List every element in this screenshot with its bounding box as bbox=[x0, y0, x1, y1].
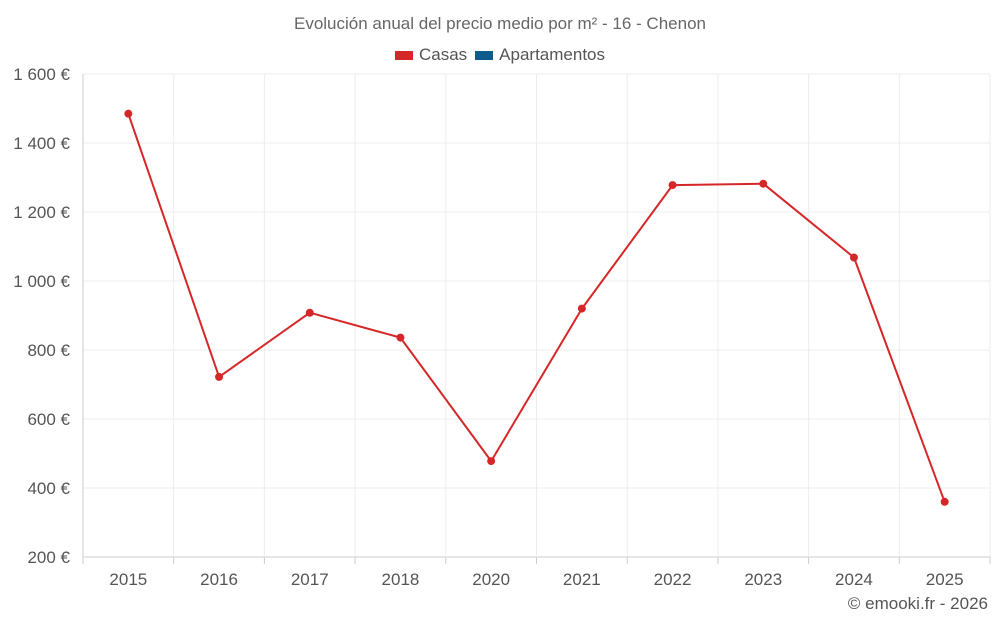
grid-lines bbox=[82, 73, 991, 558]
series-line-casas bbox=[127, 113, 946, 503]
x-tick-label: 2020 bbox=[472, 570, 510, 589]
data-point bbox=[487, 457, 496, 466]
credit-text: © emooki.fr - 2026 bbox=[847, 594, 988, 613]
data-point bbox=[577, 304, 586, 313]
x-tick-label: 2016 bbox=[200, 570, 238, 589]
data-point bbox=[759, 179, 768, 188]
y-tick-label: 200 € bbox=[27, 548, 70, 567]
x-tick-label: 2023 bbox=[744, 570, 782, 589]
data-point bbox=[124, 109, 133, 118]
legend-label-apartamentos: Apartamentos bbox=[499, 45, 606, 64]
legend-swatch-casas bbox=[394, 50, 413, 60]
legend-swatch-apartamentos bbox=[475, 50, 494, 60]
data-point bbox=[940, 497, 949, 506]
x-tick-label: 2022 bbox=[654, 570, 692, 589]
data-point bbox=[215, 372, 224, 381]
legend: Casas Apartamentos bbox=[0, 45, 1000, 65]
x-tick-label: 2015 bbox=[109, 570, 147, 589]
y-tick-label: 1 400 € bbox=[13, 134, 70, 153]
data-point bbox=[668, 181, 677, 190]
y-tick-label: 1 600 € bbox=[13, 65, 70, 84]
chart-title: Evolución anual del precio medio por m² … bbox=[293, 14, 706, 33]
series-casas bbox=[124, 109, 949, 506]
axes: 200 € 400 € 600 € 800 € 1 000 € 1 200 € 1 400 … bbox=[13, 65, 991, 589]
y-tick-label: 600 € bbox=[27, 410, 70, 429]
legend-label-casas: Casas bbox=[418, 45, 468, 64]
data-point bbox=[396, 333, 405, 342]
data-point bbox=[305, 308, 314, 317]
y-tick-label: 800 € bbox=[27, 341, 70, 360]
x-tick-label: 2021 bbox=[563, 570, 601, 589]
y-tick-label: 1 000 € bbox=[13, 272, 70, 291]
legend-item-casas[interactable]: Casas bbox=[394, 45, 468, 65]
x-tick-label: 2025 bbox=[926, 570, 964, 589]
y-tick-label: 400 € bbox=[27, 479, 70, 498]
data-point bbox=[849, 253, 858, 262]
x-tick-label: 2024 bbox=[835, 570, 873, 589]
x-tick-label: 2017 bbox=[291, 570, 329, 589]
legend-item-apartamentos[interactable]: Apartamentos bbox=[475, 45, 605, 65]
y-tick-label: 1 200 € bbox=[13, 203, 70, 222]
x-tick-label: 2018 bbox=[382, 570, 420, 589]
